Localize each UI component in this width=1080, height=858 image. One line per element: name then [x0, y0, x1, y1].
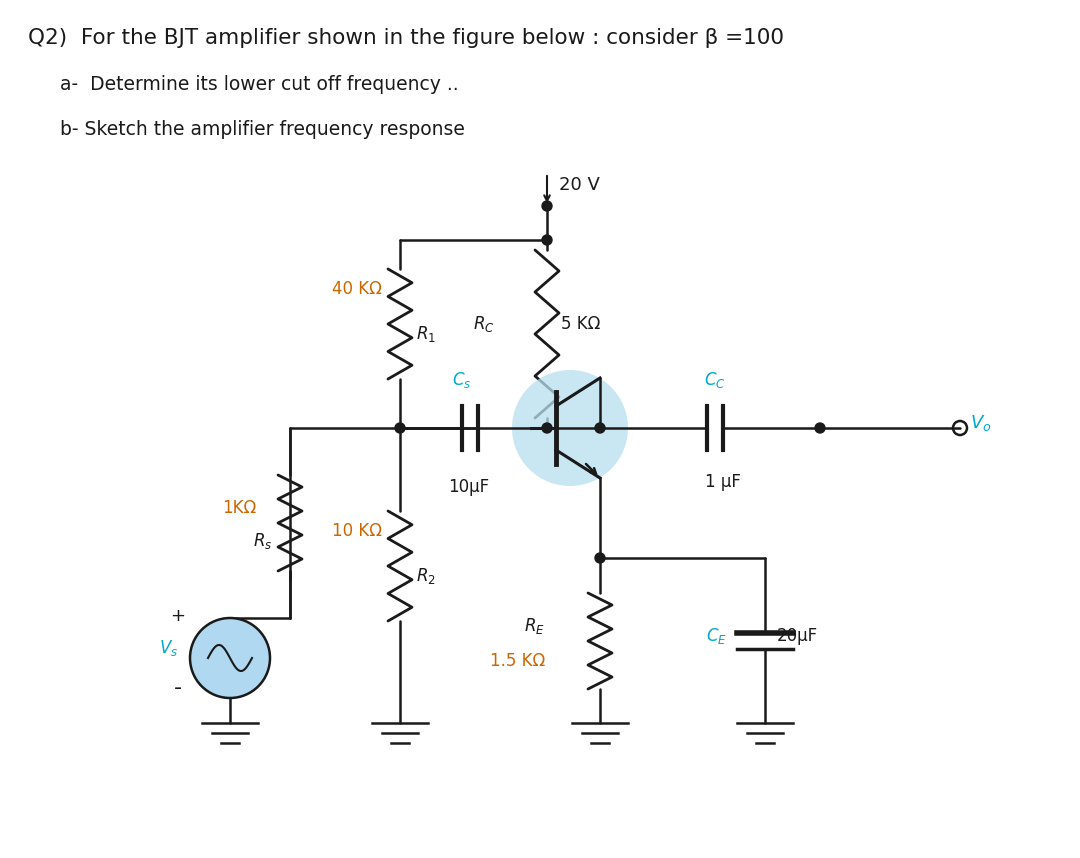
Text: $V_s$: $V_s$	[159, 638, 178, 658]
Circle shape	[190, 618, 270, 698]
Text: 1 μF: 1 μF	[705, 473, 741, 491]
Circle shape	[512, 370, 627, 486]
Text: Q2)  For the BJT amplifier shown in the figure below : consider β =100: Q2) For the BJT amplifier shown in the f…	[28, 28, 784, 48]
Text: $R_E$: $R_E$	[524, 616, 545, 636]
Text: $V_o$: $V_o$	[970, 413, 991, 433]
Text: 20 V: 20 V	[559, 176, 599, 194]
Text: 20μF: 20μF	[777, 627, 819, 645]
Text: 1KΩ: 1KΩ	[222, 499, 256, 517]
Text: $R_C$: $R_C$	[473, 314, 495, 334]
Text: a-  Determine its lower cut off frequency ..: a- Determine its lower cut off frequency…	[60, 75, 459, 94]
Circle shape	[542, 235, 552, 245]
Text: 10μF: 10μF	[448, 478, 489, 496]
Text: +: +	[171, 607, 186, 625]
Text: -: -	[174, 678, 183, 698]
Text: $C_E$: $C_E$	[706, 626, 727, 646]
Circle shape	[595, 553, 605, 563]
Text: 10 KΩ: 10 KΩ	[332, 522, 382, 540]
Circle shape	[542, 423, 552, 433]
Text: 40 KΩ: 40 KΩ	[333, 280, 382, 298]
Text: 1.5 KΩ: 1.5 KΩ	[489, 652, 545, 670]
Text: $R_s$: $R_s$	[253, 531, 272, 551]
Text: $R_2$: $R_2$	[416, 566, 436, 586]
Text: $R_1$: $R_1$	[416, 324, 436, 344]
Circle shape	[542, 201, 552, 211]
Text: 5 KΩ: 5 KΩ	[561, 315, 600, 333]
Circle shape	[395, 423, 405, 433]
Circle shape	[815, 423, 825, 433]
Circle shape	[595, 423, 605, 433]
Text: $C_C$: $C_C$	[704, 370, 726, 390]
Text: b- Sketch the amplifier frequency response: b- Sketch the amplifier frequency respon…	[60, 120, 464, 139]
Text: $C_s$: $C_s$	[453, 370, 472, 390]
